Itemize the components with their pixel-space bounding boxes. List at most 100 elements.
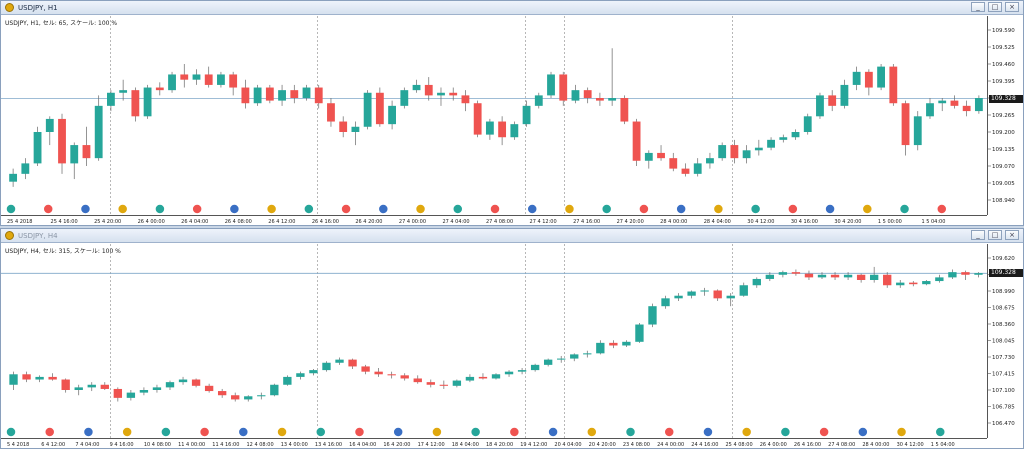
news-event-icon — [624, 426, 637, 438]
candle-body — [830, 274, 840, 278]
time-axis[interactable]: 25 4 2018 25 4 16:00 25 4 20:00 26 4 00:00 2… — [1, 215, 987, 225]
candle-body — [22, 374, 31, 380]
news-event-icon — [160, 426, 172, 438]
candle-body — [620, 98, 629, 122]
close-button[interactable]: × — [1005, 2, 1019, 12]
x-tick-label: 26 4 08:00 — [225, 219, 252, 225]
y-tick-label: 109.395 — [992, 79, 1015, 85]
candle-body — [265, 87, 274, 101]
news-event-icon — [824, 203, 836, 215]
x-tick-label: 20 4 04:00 — [554, 442, 581, 448]
news-event-icon — [5, 203, 17, 215]
x-tick-label: 26 4 16:00 — [312, 219, 339, 225]
x-tick-label: 11 4 00:00 — [178, 442, 205, 448]
chart-window-h1[interactable]: USDJPY, H1 _ □ × USDJPY, H1, セル: 65, スケー… — [0, 0, 1024, 226]
title-bar[interactable]: USDJPY, H4 _ □ × — [1, 229, 1023, 243]
x-tick-label: 28 4 04:00 — [704, 219, 731, 225]
candle-body — [107, 92, 115, 106]
candle-body — [852, 71, 861, 85]
candle-body — [387, 374, 396, 376]
candle-body — [644, 152, 653, 161]
candle-body — [100, 384, 109, 389]
candle-body — [926, 103, 934, 117]
chart-window-h4[interactable]: USDJPY, H4 _ □ × USDJPY, H4, セル: 315, スケ… — [0, 228, 1024, 449]
x-tick-label: 30 4 20:00 — [834, 219, 861, 225]
candle-body — [231, 395, 240, 400]
news-event-icon — [392, 426, 404, 438]
candle-body — [571, 90, 580, 101]
chart-info: USDJPY, H1, セル: 65, スケール: 100 % — [5, 20, 118, 27]
news-event-icon — [315, 426, 327, 438]
candle-body — [168, 74, 176, 91]
y-tick-label: 109.265 — [992, 113, 1015, 119]
candle-body — [283, 376, 292, 385]
candle-body — [635, 324, 644, 342]
candlestick-plot[interactable] — [1, 16, 989, 216]
candle-body — [217, 74, 225, 85]
minimize-button[interactable]: _ — [971, 230, 985, 240]
news-event-icon — [276, 426, 288, 438]
x-tick-label: 7 4 04:00 — [75, 442, 99, 448]
news-event-icon — [749, 203, 762, 215]
price-chart-h1[interactable]: USDJPY, H1, セル: 65, スケール: 100 % — [1, 16, 989, 216]
price-axis[interactable]: 109.620109.305108.990108.675108.360108.0… — [987, 244, 1023, 438]
news-event-icon — [377, 203, 390, 215]
candle-body — [473, 103, 482, 135]
candle-body — [570, 354, 579, 359]
y-tick-label: 108.990 — [992, 289, 1015, 295]
news-event-icon — [42, 203, 54, 215]
x-tick-label: 27 4 12:00 — [530, 219, 557, 225]
news-event-icon — [779, 426, 792, 438]
candle-body — [94, 105, 103, 159]
x-tick-label: 13 4 00:00 — [281, 442, 308, 448]
news-event-icon — [586, 426, 598, 438]
y-tick-label: 109.070 — [992, 164, 1015, 170]
minimize-button[interactable]: _ — [971, 2, 985, 12]
y-tick-label: 108.360 — [992, 322, 1015, 328]
candlestick-plot[interactable] — [1, 244, 989, 439]
title-bar[interactable]: USDJPY, H1 _ □ × — [1, 1, 1023, 15]
candle-body — [840, 84, 849, 106]
candle-body — [661, 298, 670, 307]
candle-body — [609, 342, 618, 346]
candle-body — [817, 274, 827, 278]
x-tick-label: 27 4 04:00 — [442, 219, 469, 225]
time-axis[interactable]: 5 4 2018 6 4 12:00 7 4 04:00 9 4 16:00 10 4 … — [1, 438, 987, 448]
y-tick-label: 109.525 — [992, 45, 1015, 51]
news-event-icon — [563, 203, 576, 215]
candle-body — [155, 87, 164, 91]
candle-body — [452, 380, 462, 386]
candle-body — [9, 173, 18, 182]
candle-body — [139, 390, 149, 393]
candle-body — [388, 105, 396, 125]
x-tick-label: 30 4 16:00 — [791, 219, 818, 225]
news-event-icon — [431, 426, 443, 438]
news-event-icon — [787, 203, 799, 215]
maximize-button[interactable]: □ — [988, 230, 1002, 240]
candle-body — [583, 90, 592, 98]
news-event-icon — [489, 203, 501, 215]
close-button[interactable]: × — [1005, 230, 1019, 240]
candle-body — [856, 274, 866, 280]
x-tick-label: 25 4 08:00 — [726, 442, 753, 448]
x-tick-label: 27 4 08:00 — [828, 442, 855, 448]
maximize-button[interactable]: □ — [988, 2, 1002, 12]
candle-body — [530, 364, 540, 371]
price-axis[interactable]: 109.590109.525109.460109.395109.330109.2… — [987, 16, 1023, 215]
price-chart-h4[interactable]: USDJPY, H4, セル: 315, スケール: 100 % — [1, 244, 989, 439]
x-tick-label: 1 5 04:00 — [921, 219, 945, 225]
candle-body — [803, 116, 812, 132]
y-tick-label: 107.100 — [992, 388, 1015, 394]
candle-body — [351, 126, 360, 132]
candle-body — [361, 366, 370, 372]
candle-body — [877, 66, 885, 88]
window-title: USDJPY, H4 — [18, 231, 58, 240]
candle-body — [754, 147, 763, 151]
candle-body — [922, 281, 931, 285]
x-tick-label: 18 4 20:00 — [486, 442, 513, 448]
x-tick-label: 25 4 16:00 — [51, 219, 78, 225]
news-event-icon — [414, 203, 427, 215]
candle-body — [778, 272, 788, 275]
news-event-icon — [508, 426, 521, 438]
candle-body — [45, 118, 54, 132]
